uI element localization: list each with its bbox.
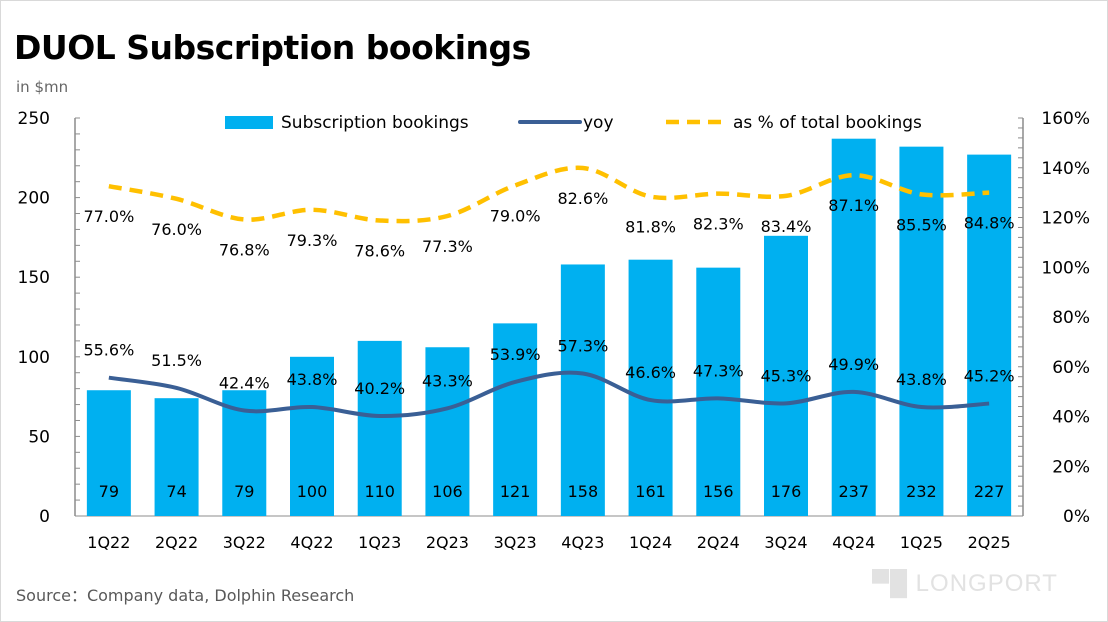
bar-value-label: 161 bbox=[635, 482, 666, 501]
bar-value-label: 121 bbox=[500, 482, 531, 501]
bar-value-label: 79 bbox=[99, 482, 119, 501]
x-tick-label: 1Q23 bbox=[358, 533, 401, 552]
share-data-label: 78.6% bbox=[354, 241, 405, 260]
bar-value-label: 156 bbox=[703, 482, 734, 501]
bar-1Q25 bbox=[899, 146, 944, 516]
share-data-label: 79.0% bbox=[490, 206, 541, 225]
yoy-line bbox=[108, 370, 990, 419]
x-tick-label: 1Q25 bbox=[900, 533, 943, 552]
source-note: Source：Company data, Dolphin Research bbox=[16, 586, 355, 605]
bar-3Q24 bbox=[764, 235, 808, 517]
bar-value-label: 74 bbox=[166, 482, 186, 501]
right-tick-label: 140% bbox=[1041, 159, 1090, 179]
share-data-label: 82.6% bbox=[557, 189, 608, 208]
legend-label-share: as % of total bookings bbox=[733, 113, 922, 133]
bar-4Q22 bbox=[290, 356, 334, 516]
bar-value-label: 227 bbox=[974, 482, 1005, 501]
right-tick-label: 120% bbox=[1041, 209, 1090, 229]
share-data-label: 82.3% bbox=[693, 215, 744, 234]
right-tick-label: 60% bbox=[1052, 358, 1090, 378]
yoy-data-label: 55.6% bbox=[83, 341, 134, 360]
share-data-label: 77.0% bbox=[83, 207, 134, 226]
bar-4Q23 bbox=[560, 264, 605, 516]
x-tick-label: 1Q22 bbox=[87, 533, 130, 552]
yoy-data-label: 42.4% bbox=[219, 374, 270, 393]
yoy-data-label: 49.9% bbox=[828, 355, 879, 374]
x-tick-label: 2Q22 bbox=[155, 533, 198, 552]
share-data-label: 85.5% bbox=[896, 215, 947, 234]
legend-label-bookings: Subscription bookings bbox=[281, 113, 469, 133]
share-data-label: 84.8% bbox=[964, 214, 1015, 233]
left-tick-label: 0 bbox=[39, 507, 50, 527]
bar-3Q23 bbox=[493, 323, 538, 516]
yoy-data-label: 45.2% bbox=[964, 367, 1015, 386]
share-line bbox=[108, 165, 990, 224]
bar-1Q24 bbox=[628, 259, 673, 516]
yoy-data-label: 57.3% bbox=[557, 336, 608, 355]
yoy-data-label: 43.8% bbox=[896, 370, 947, 389]
x-tick-label: 2Q25 bbox=[968, 533, 1011, 552]
share-data-label: 76.8% bbox=[219, 240, 270, 259]
bar-2Q22 bbox=[154, 398, 199, 516]
yoy-data-label: 51.5% bbox=[151, 351, 202, 370]
right-tick-label: 0% bbox=[1063, 507, 1090, 527]
x-tick-label: 2Q24 bbox=[697, 533, 740, 552]
yoy-data-label: 53.9% bbox=[490, 345, 541, 364]
share-data-label: 79.3% bbox=[287, 231, 338, 250]
bar-value-label: 106 bbox=[432, 482, 463, 501]
legend-swatch-bookings bbox=[225, 116, 273, 129]
bar-4Q24 bbox=[831, 138, 876, 517]
left-tick-label: 150 bbox=[18, 268, 50, 288]
bar-value-label: 79 bbox=[234, 482, 254, 501]
yoy-data-label: 43.3% bbox=[422, 371, 473, 390]
yoy-data-label: 47.3% bbox=[693, 361, 744, 380]
bar-2Q24 bbox=[696, 267, 741, 516]
bar-value-label: 158 bbox=[568, 482, 599, 501]
x-tick-label: 4Q23 bbox=[561, 533, 604, 552]
x-tick-label: 4Q22 bbox=[290, 533, 333, 552]
bar-value-label: 232 bbox=[906, 482, 937, 501]
bar-value-label: 176 bbox=[771, 482, 802, 501]
bar-value-label: 110 bbox=[364, 482, 395, 501]
x-tick-label: 3Q22 bbox=[223, 533, 266, 552]
x-tick-label: 3Q24 bbox=[764, 533, 807, 552]
share-data-label: 87.1% bbox=[828, 196, 879, 215]
bar-value-label: 237 bbox=[838, 482, 869, 501]
bar-1Q22 bbox=[86, 390, 131, 516]
share-data-label: 77.3% bbox=[422, 237, 473, 256]
right-tick-label: 20% bbox=[1052, 457, 1090, 477]
right-tick-label: 40% bbox=[1052, 408, 1090, 428]
x-tick-label: 3Q23 bbox=[494, 533, 537, 552]
right-tick-label: 80% bbox=[1052, 308, 1090, 328]
legend-label-yoy: yoy bbox=[583, 113, 614, 133]
x-tick-label: 1Q24 bbox=[629, 533, 672, 552]
x-tick-label: 2Q23 bbox=[426, 533, 469, 552]
longport-logo: ▀█ LONGPORT bbox=[872, 570, 1058, 597]
x-tick-label: 4Q24 bbox=[832, 533, 875, 552]
left-tick-label: 250 bbox=[18, 109, 50, 129]
share-data-label: 81.8% bbox=[625, 218, 676, 237]
yoy-data-label: 40.2% bbox=[354, 379, 405, 398]
chart-title: DUOL Subscription bookings bbox=[14, 28, 531, 67]
left-tick-label: 50 bbox=[28, 427, 50, 447]
bar-2Q25 bbox=[967, 154, 1012, 516]
bar-2Q23 bbox=[425, 347, 470, 516]
bar-1Q23 bbox=[357, 340, 402, 516]
share-data-label: 83.4% bbox=[761, 217, 812, 236]
yoy-data-label: 46.6% bbox=[625, 363, 676, 382]
unit-label: in $mn bbox=[16, 78, 69, 96]
share-data-label: 76.0% bbox=[151, 220, 202, 239]
right-tick-label: 160% bbox=[1041, 109, 1090, 129]
left-tick-label: 100 bbox=[18, 348, 50, 368]
yoy-data-label: 43.8% bbox=[287, 370, 338, 389]
yoy-data-label: 45.3% bbox=[761, 366, 812, 385]
bar-value-label: 100 bbox=[297, 482, 328, 501]
left-tick-label: 200 bbox=[18, 189, 50, 209]
right-tick-label: 100% bbox=[1041, 258, 1090, 278]
